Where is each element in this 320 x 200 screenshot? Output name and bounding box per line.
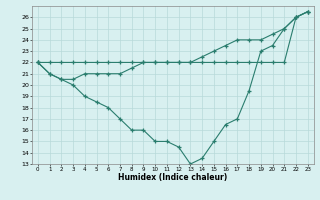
X-axis label: Humidex (Indice chaleur): Humidex (Indice chaleur) (118, 173, 228, 182)
